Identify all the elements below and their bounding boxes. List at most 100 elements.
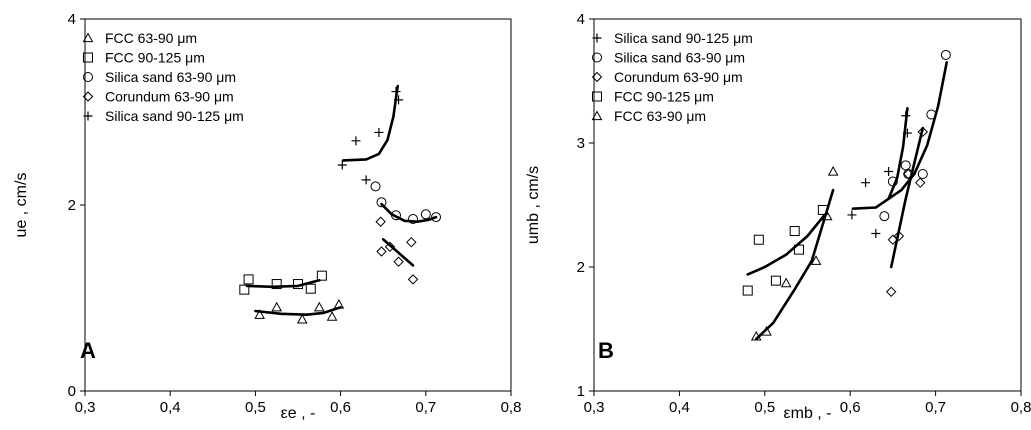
x-axis-label: εe , - (281, 405, 316, 422)
series-plus (847, 107, 912, 239)
data-point (406, 236, 417, 248)
x-tick-label: 0,5 (754, 399, 775, 416)
data-point (390, 210, 401, 221)
chart-panel-b: 0,3 0,4 0,5 0,6 0,7 0,8 1 2 3 4 εmb , - umb , cm/s B… (525, 11, 1031, 422)
data-point (239, 284, 250, 295)
data-point (901, 111, 911, 121)
data-point (789, 226, 800, 237)
data-point (254, 309, 266, 319)
fit-curve (746, 213, 826, 276)
y-tick-label: 0 (68, 383, 76, 400)
legend-label: FCC 63-90 μm (614, 108, 706, 124)
data-point (827, 165, 839, 176)
data-point (376, 246, 387, 257)
data-point (374, 127, 384, 137)
y-tick-label: 4 (68, 11, 76, 28)
fit-curve (254, 305, 342, 317)
fit-curve (245, 278, 321, 289)
y-tick-label: 1 (577, 383, 585, 400)
legend-label: Corundum 63-90 μm (105, 89, 234, 105)
x-tick-label: 0,6 (840, 399, 861, 416)
legend-label: Silica sand 63-90 μm (614, 50, 745, 66)
data-point (394, 95, 404, 105)
legend-label: Corundum 63-90 μm (614, 69, 743, 85)
legend-label: FCC 63-90 μm (105, 30, 197, 46)
data-point (375, 216, 386, 227)
data-point (926, 109, 937, 120)
data-point (761, 325, 772, 336)
data-point (780, 277, 792, 288)
legend-marker (82, 91, 94, 102)
data-point (326, 311, 338, 321)
data-point (893, 230, 905, 242)
data-point (753, 234, 764, 245)
data-point (885, 286, 897, 298)
data-point (420, 209, 431, 220)
legend-marker (591, 110, 603, 121)
data-point (431, 212, 442, 223)
data-point (337, 160, 347, 170)
data-point (351, 136, 361, 146)
legend-label: Silica sand 63-90 μm (105, 69, 236, 85)
x-tick-label: 0,4 (160, 399, 181, 416)
data-point (384, 241, 396, 253)
data-point (271, 279, 282, 290)
chart-panel-a: 0,3 0,4 0,5 0,6 0,7 0,8 0 2 4 εe , - ue , cm/s A FCC… (13, 11, 521, 422)
data-point (407, 274, 419, 285)
x-tick-label: 0,8 (501, 399, 522, 416)
x-tick-label: 0,5 (245, 399, 266, 416)
legend-marker (82, 32, 94, 43)
data-point (742, 285, 753, 296)
data-point (861, 178, 871, 188)
data-point (847, 210, 857, 220)
data-point (940, 49, 951, 60)
data-point (917, 126, 928, 138)
data-point (333, 298, 345, 309)
data-point (902, 128, 912, 138)
legend-label: FCC 90-125 μm (105, 50, 205, 66)
fit-curve (380, 202, 438, 223)
data-point (793, 244, 804, 255)
data-point (810, 255, 822, 265)
series-square (239, 270, 327, 295)
data-point (879, 211, 890, 222)
y-tick-label: 4 (577, 11, 585, 28)
x-tick-label: 0,7 (415, 399, 436, 416)
legend-marker (83, 72, 93, 82)
data-point (271, 301, 283, 312)
series-plus (337, 84, 404, 185)
data-point (361, 175, 371, 185)
data-point (376, 197, 387, 208)
x-tick-label: 0,7 (925, 399, 946, 416)
data-point (903, 168, 914, 180)
legend-marker (592, 52, 602, 63)
data-point (305, 283, 316, 294)
fit-curve (341, 84, 400, 162)
data-point (313, 301, 325, 312)
y-tick-label: 2 (577, 259, 585, 276)
x-tick-label: 0,3 (584, 399, 605, 416)
legend-marker (592, 91, 602, 102)
y-tick-label: 2 (68, 197, 76, 214)
data-point (750, 330, 762, 341)
y-axis-label: ue , cm/s (13, 173, 30, 238)
data-point (900, 160, 911, 171)
legend-marker (592, 33, 602, 43)
legend-label: Silica sand 90-125 μm (105, 108, 244, 124)
data-point (393, 256, 404, 267)
x-tick-label: 0,8 (1011, 399, 1031, 416)
fit-curve (889, 126, 925, 269)
data-point (821, 210, 833, 221)
y-tick-label: 3 (577, 135, 585, 152)
x-tick-label: 0,6 (330, 399, 351, 416)
data-point (915, 177, 926, 188)
series-triangle (750, 165, 839, 341)
data-point (243, 274, 254, 285)
legend-marker (83, 52, 93, 63)
fit-curve (851, 107, 909, 210)
data-point (871, 229, 881, 239)
data-point (391, 87, 401, 97)
data-point (293, 279, 303, 290)
data-point (316, 270, 327, 281)
series-circle (370, 181, 442, 224)
